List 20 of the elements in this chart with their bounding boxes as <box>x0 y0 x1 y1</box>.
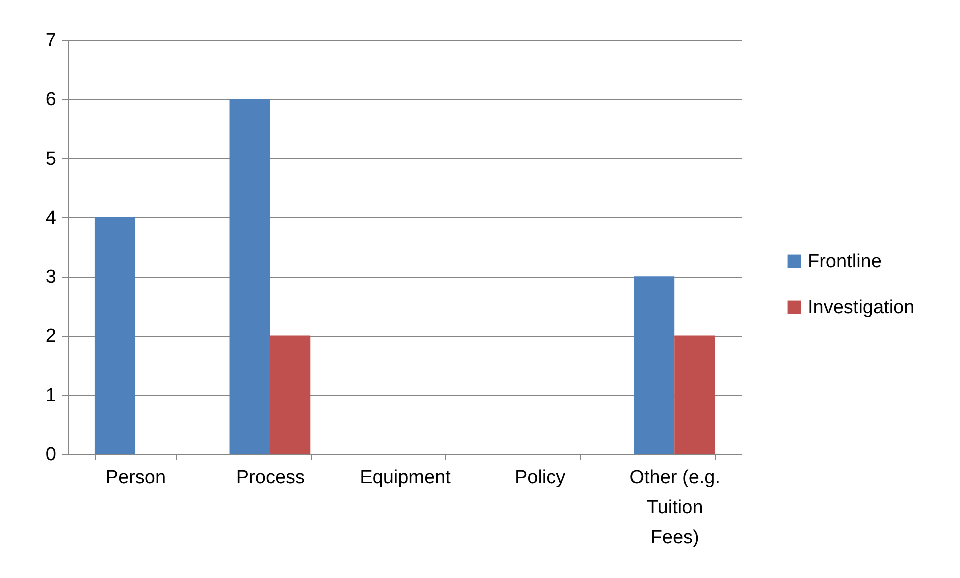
bar <box>230 99 270 454</box>
bar <box>270 336 311 454</box>
y-tick-label: 1 <box>46 385 56 406</box>
legend-label: Investigation <box>808 298 915 318</box>
legend-label: Frontline <box>808 252 882 272</box>
x-tick-label: Other (e.g. Tuition Fees) <box>630 468 721 548</box>
x-tick-label: Process <box>236 468 306 488</box>
x-tick-label: Policy <box>514 468 566 488</box>
y-tick-label: 3 <box>46 267 56 288</box>
y-tick-label: 7 <box>46 30 56 52</box>
y-tick-label: 4 <box>46 208 57 229</box>
bar <box>634 276 675 454</box>
y-tick-label: 5 <box>46 148 56 170</box>
y-tick-label: 2 <box>46 326 56 348</box>
x-tick-label: Person <box>106 468 166 488</box>
x-tick-label: Equipment <box>360 468 452 488</box>
y-tick-label: 0 <box>46 444 56 466</box>
bar <box>94 217 136 454</box>
bar <box>674 336 716 454</box>
y-tick-label: 6 <box>46 90 56 111</box>
